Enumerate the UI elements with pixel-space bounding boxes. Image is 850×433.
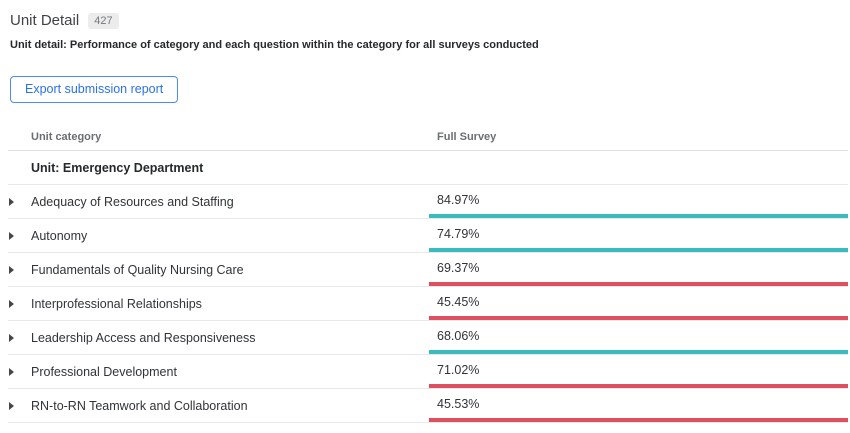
category-row[interactable]: RN-to-RN Teamwork and Collaboration 45.5… xyxy=(8,389,848,423)
unit-group-label: Unit: Emergency Department xyxy=(31,160,204,175)
category-label: Fundamentals of Quality Nursing Care xyxy=(31,262,244,277)
score-value: 71.02% xyxy=(437,362,480,377)
chevron-right-icon xyxy=(9,367,14,376)
full-survey-cell: 71.02% xyxy=(429,355,848,388)
score-status-bar xyxy=(429,214,848,218)
expand-row-button[interactable] xyxy=(8,355,30,388)
category-cell: Fundamentals of Quality Nursing Care xyxy=(8,253,433,286)
category-cell: Leadership Access and Responsiveness xyxy=(8,321,433,354)
page-title: Unit Detail xyxy=(10,12,80,29)
chevron-right-icon xyxy=(9,265,14,274)
full-survey-cell: 45.53% xyxy=(429,389,848,422)
full-survey-cell: 68.06% xyxy=(429,321,848,354)
category-row[interactable]: Leadership Access and Responsiveness 68.… xyxy=(8,321,848,355)
category-cell: Autonomy xyxy=(8,219,433,252)
table-body: Adequacy of Resources and Staffing 84.97… xyxy=(8,185,848,423)
category-row[interactable]: Professional Development 71.02% xyxy=(8,355,848,389)
unit-category-table: Unit category Full Survey Unit: Emergenc… xyxy=(8,124,848,423)
widget-description: Unit detail: Performance of category and… xyxy=(10,39,539,51)
category-label: Leadership Access and Responsiveness xyxy=(31,330,256,345)
score-status-bar xyxy=(429,418,848,422)
table-header-row: Unit category Full Survey xyxy=(8,124,848,151)
category-row[interactable]: Fundamentals of Quality Nursing Care 69.… xyxy=(8,253,848,287)
column-header-unit-category: Unit category xyxy=(31,131,102,143)
chevron-right-icon xyxy=(9,333,14,342)
score-status-bar xyxy=(429,316,848,320)
category-label: RN-to-RN Teamwork and Collaboration xyxy=(31,398,248,413)
category-label: Adequacy of Resources and Staffing xyxy=(31,194,234,209)
score-value: 69.37% xyxy=(437,260,480,275)
score-value: 84.97% xyxy=(437,192,480,207)
expand-row-button[interactable] xyxy=(8,185,30,218)
column-header-full-survey: Full Survey xyxy=(437,131,497,143)
category-label: Interprofessional Relationships xyxy=(31,296,202,311)
category-label: Professional Development xyxy=(31,364,177,379)
unit-group-row: Unit: Emergency Department xyxy=(8,151,848,185)
category-row[interactable]: Adequacy of Resources and Staffing 84.97… xyxy=(8,185,848,219)
score-status-bar xyxy=(429,282,848,286)
category-row[interactable]: Interprofessional Relationships 45.45% xyxy=(8,287,848,321)
full-survey-cell: 69.37% xyxy=(429,253,848,286)
full-survey-cell: 84.97% xyxy=(429,185,848,218)
expand-row-button[interactable] xyxy=(8,321,30,354)
score-status-bar xyxy=(429,384,848,388)
category-row[interactable]: Autonomy 74.79% xyxy=(8,219,848,253)
full-survey-cell: 74.79% xyxy=(429,219,848,252)
unit-detail-widget: Unit Detail 427 Unit detail: Performance… xyxy=(8,12,848,423)
expand-row-button[interactable] xyxy=(8,287,30,320)
category-cell: Professional Development xyxy=(8,355,433,388)
category-cell: Interprofessional Relationships xyxy=(8,287,433,320)
score-status-bar xyxy=(429,248,848,252)
expand-row-button[interactable] xyxy=(8,389,30,422)
chevron-right-icon xyxy=(9,299,14,308)
full-survey-cell: 45.45% xyxy=(429,287,848,320)
category-cell: RN-to-RN Teamwork and Collaboration xyxy=(8,389,433,422)
score-value: 45.45% xyxy=(437,294,480,309)
score-value: 74.79% xyxy=(437,226,480,241)
category-label: Autonomy xyxy=(31,228,88,243)
chevron-right-icon xyxy=(9,197,14,206)
category-cell: Adequacy of Resources and Staffing xyxy=(8,185,433,218)
score-status-bar xyxy=(429,350,848,354)
export-submission-report-button[interactable]: Export submission report xyxy=(10,76,179,103)
chevron-right-icon xyxy=(9,401,14,410)
expand-row-button[interactable] xyxy=(8,219,30,252)
response-count-badge: 427 xyxy=(88,12,119,29)
score-value: 45.53% xyxy=(437,396,480,411)
score-value: 68.06% xyxy=(437,328,480,343)
widget-header: Unit Detail 427 xyxy=(10,12,848,29)
chevron-right-icon xyxy=(9,231,14,240)
expand-row-button[interactable] xyxy=(8,253,30,286)
